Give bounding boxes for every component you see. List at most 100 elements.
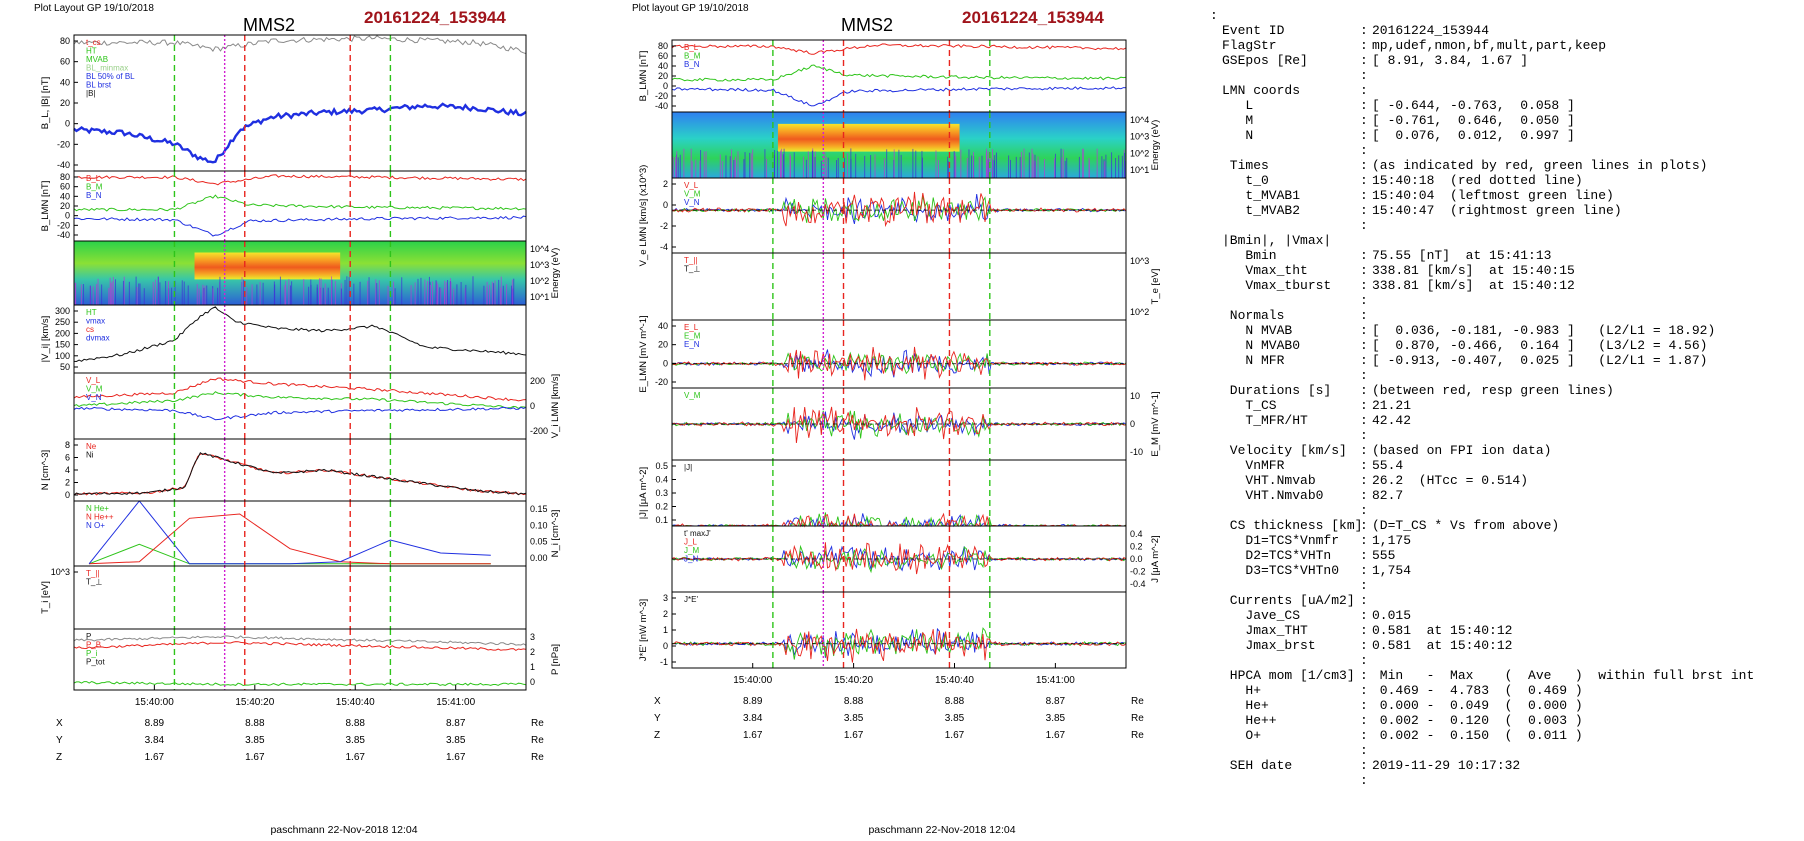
- left-panel-4-ytick: 100: [55, 351, 70, 361]
- left-panel-9-series-p-b: [73, 641, 527, 651]
- summary-colon: :: [1360, 323, 1368, 338]
- summary-colon: :: [1360, 83, 1368, 98]
- mid-ephem-value: 8.88: [945, 696, 965, 707]
- summary-key: LMN coords: [1222, 83, 1301, 98]
- summary-key: Jave_CS: [1222, 608, 1301, 623]
- left-ephem-unit: Re: [531, 752, 544, 763]
- mid-panel-6: 10 0 -10 E_M [mV m^-1] V_M: [671, 387, 1161, 461]
- mid-panel-8-ytick-right: 0.4: [1130, 529, 1143, 539]
- left-event-id: 20161224_153944: [364, 8, 506, 27]
- mid-panel-5-ylabel: E_LMN [mV m^-1]: [638, 315, 649, 392]
- summary-value: (based on FPI ion data): [1372, 443, 1552, 458]
- left-panel-5-legend-item: V_M: [86, 385, 103, 394]
- mid-panel-7: 0.5 0.4 0.3 0.2 0.1 |J| [μA m^-2] |J|: [638, 459, 1127, 528]
- summary-key: Vmax_tht: [1222, 263, 1308, 278]
- left-panel-4-series--v-i-: [73, 306, 527, 363]
- mid-panel-1-ytick: -20: [655, 91, 668, 101]
- summary-key: L: [1222, 98, 1254, 113]
- summary-colon: :: [1360, 23, 1368, 38]
- left-panel-5-legend-item: V_N: [86, 393, 102, 402]
- summary-value: [ -0.761, 0.646, 0.050 ]: [1372, 113, 1575, 128]
- mid-panel-9: 3 2 1 0 -1 J*E' [nW m^-3] J*E': [638, 591, 1127, 669]
- mid-panel-5-frame: [671, 319, 1127, 389]
- summary-key: T_MFR/HT: [1222, 413, 1308, 428]
- mid-panel-1-series-b-l: [671, 43, 1127, 55]
- mid-panel-5-ytick: -20: [655, 377, 668, 387]
- left-panel-5-series-v-l: [73, 377, 527, 402]
- left-panel-1-ylabel: B_L, |B| [nT]: [40, 77, 51, 129]
- left-panel-4-legend-item: vmax: [86, 317, 105, 326]
- mid-xtick-label: 15:40:40: [935, 675, 974, 686]
- mid-panel-6-ytick-right: 10: [1130, 391, 1140, 401]
- left-panel-6-ytick: 0: [65, 490, 70, 500]
- summary-colon: :: [1360, 248, 1368, 263]
- summary-colon: :: [1360, 458, 1368, 473]
- mid-ephem-label: Z: [654, 730, 660, 741]
- mid-panel-3-legend-item: V_N: [684, 198, 700, 207]
- left-panel-1-legend-item: HT: [86, 47, 97, 56]
- left-panel-6-ytick: 4: [65, 465, 70, 475]
- summary-value: [ 8.91, 3.84, 1.67 ]: [1372, 53, 1529, 68]
- summary-key: t_0: [1222, 173, 1269, 188]
- summary-value: [ -0.644, -0.763, 0.058 ]: [1372, 98, 1575, 113]
- left-panel-4-ytick: 200: [55, 328, 70, 338]
- left-panel-2-ytick: 60: [60, 182, 70, 192]
- mid-panel-7-burst-trace: [671, 512, 1127, 528]
- summary-value: [ 0.870, -0.466, 0.164 ] (L3/L2 = 4.56): [1372, 338, 1708, 353]
- mid-panel-9-ytick: 0: [663, 641, 668, 651]
- left-panel-3-ytick-right: 10^3: [530, 260, 549, 270]
- left-ephem-label: Y: [56, 735, 63, 746]
- mid-panel-3-ytick: 0: [663, 200, 668, 210]
- summary-colon: :: [1360, 383, 1368, 398]
- mid-panel-6-ytick-right: 0: [1130, 419, 1135, 429]
- left-panel-2-series-b-l: [73, 174, 527, 186]
- left-panel-4-ylabel: |V_i| [km/s]: [40, 316, 51, 363]
- mid-panel-2-ytick-right: 10^2: [1130, 148, 1149, 158]
- summary-colon: :: [1360, 728, 1368, 743]
- summary-key: O+: [1222, 728, 1262, 743]
- left-ephem-label: Z: [56, 752, 62, 763]
- left-panel-7-series-n-o-: [88, 500, 491, 565]
- summary-value: 338.81 [km/s] at 15:40:15: [1372, 263, 1575, 278]
- mid-panel-3-ytick: -2: [660, 221, 668, 231]
- left-spacecraft: MMS2: [243, 15, 295, 35]
- mid-spacecraft: MMS2: [841, 15, 893, 35]
- mid-ephem-unit: Re: [1131, 730, 1144, 741]
- summary-top-mark: :: [1210, 8, 1218, 23]
- left-panel-1-ytick: -20: [57, 139, 70, 149]
- summary-key: t_MVAB1: [1222, 188, 1301, 203]
- left-panel-8-legend-item: T_⊥: [86, 578, 102, 587]
- summary-value: 0.015: [1372, 608, 1412, 623]
- summary-key: M: [1222, 113, 1254, 128]
- summary-colon: :: [1360, 488, 1368, 503]
- summary-key: Jmax_THT: [1222, 623, 1308, 638]
- mid-panel-9-ytick: 3: [663, 593, 668, 603]
- mid-panel-8-ytick-right: -0.2: [1130, 567, 1146, 577]
- mid-ephem-value: 8.89: [743, 696, 763, 707]
- left-xtick-label: 15:41:00: [436, 697, 475, 708]
- mid-panel-7-ytick: 0.4: [655, 475, 668, 485]
- mid-footer: paschmann 22-Nov-2018 12:04: [868, 824, 1015, 836]
- left-panel-2-ylabel: B_LMN [nT]: [40, 181, 51, 232]
- mid-panel-2-ytick-right: 10^3: [1130, 132, 1149, 142]
- mid-panel-3-ylabel: V_e LMN [km/s] (x10^3): [638, 165, 649, 267]
- mid-panel-8-ytick-right: 0.0: [1130, 554, 1143, 564]
- summary-colon: :: [1360, 308, 1368, 323]
- summary-colon: :: [1360, 98, 1368, 113]
- mid-panel-6-legend-item: V_M: [684, 391, 701, 400]
- mid-panel-5-legend-item: E_L: [684, 323, 699, 332]
- left-panel-7-series-n-he-: [88, 543, 491, 565]
- summary-key: Jmax_brst: [1222, 638, 1316, 653]
- left-panel-9-ytick-right: 0: [530, 677, 535, 687]
- summary-value: 0.002 - 0.120 ( 0.003 ): [1372, 713, 1583, 728]
- mid-panel-5-ytick: 20: [658, 340, 668, 350]
- left-xtick-label: 15:40:20: [235, 697, 274, 708]
- left-panel-7-frame: [73, 500, 527, 567]
- mid-panel-3-legend-item: V_L: [684, 181, 699, 190]
- summary-value: 0.002 - 0.150 ( 0.011 ): [1372, 728, 1583, 743]
- left-panel-9-ytick-right: 3: [530, 632, 535, 642]
- summary-colon: :: [1360, 758, 1368, 773]
- mid-panel-7-burst-trace: [671, 513, 1127, 528]
- left-panel-2-ytick: 80: [60, 172, 70, 182]
